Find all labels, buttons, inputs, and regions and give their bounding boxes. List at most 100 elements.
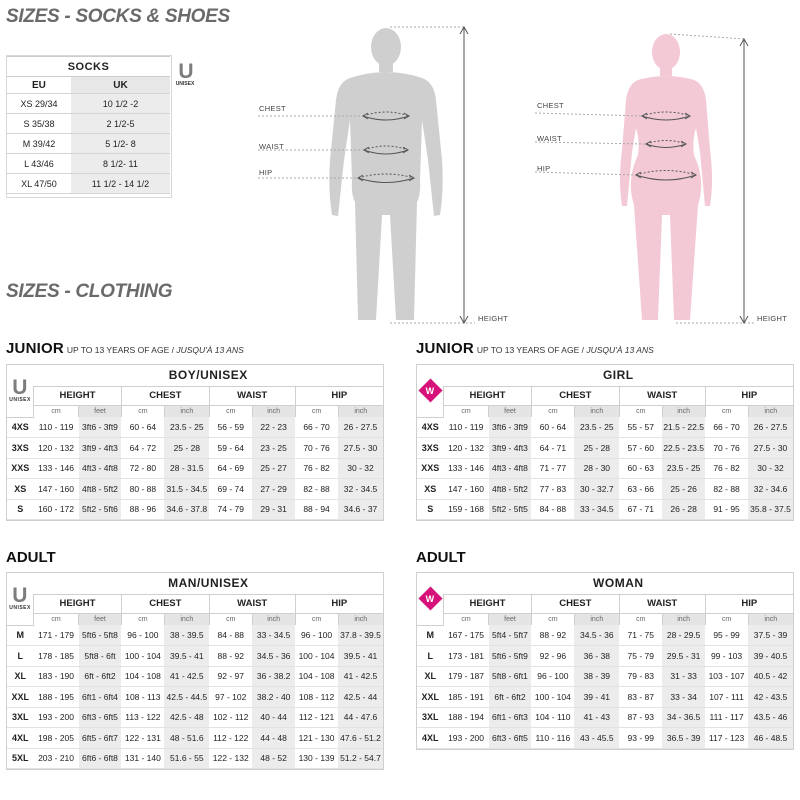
socks-eu-cell: XS 29/34 (7, 93, 71, 114)
size-label-cell: XS (7, 478, 34, 500)
size-value-cell: 38 - 39 (574, 666, 620, 687)
unit-inch: inch (573, 405, 620, 417)
size-value-cell: 30 - 32.7 (574, 478, 620, 500)
size-value-cell: 83 - 87 (619, 686, 663, 708)
size-value-cell: 99 - 103 (705, 645, 748, 667)
size-table: W GIRL HEIGHT CHEST WAIST HIP cm feet cm inch cm in… (417, 365, 793, 520)
size-value-cell: 42.5 - 48 (164, 707, 210, 728)
size-row: M 171 - 179 5ft6 - 5ft8 96 - 100 38 - 39.5 84… (7, 625, 383, 646)
size-value-cell: 23 - 25 (252, 437, 296, 459)
size-row: M 167 - 175 5ft4 - 5ft7 88 - 92 34.5 - 36 71 … (417, 625, 793, 646)
unit-inch: inch (337, 405, 383, 417)
unit-inch: inch (337, 613, 383, 625)
size-value-cell: 32 - 34.5 (338, 478, 383, 500)
size-value-cell: 95 - 99 (705, 625, 748, 646)
table-logo-cell: W (417, 365, 444, 418)
socks-table-frame (6, 55, 172, 198)
junior-heading-left: JUNIOR UP TO 13 YEARS OF AGE / JUSQU'À 13… (6, 340, 244, 357)
size-value-cell: 133 - 146 (33, 458, 79, 479)
size-value-cell: 183 - 190 (33, 666, 79, 687)
size-value-cell: 96 - 100 (295, 625, 338, 646)
size-label-cell: 4XS (7, 417, 34, 438)
size-value-cell: 25 - 28 (164, 437, 210, 459)
size-label-cell: 3XL (7, 707, 34, 728)
size-value-cell: 57 - 60 (619, 437, 663, 459)
size-value-cell: 112 - 122 (209, 727, 253, 749)
unit-cm: cm (704, 405, 748, 417)
socks-row: S 35/38 2 1/2-5 (7, 113, 170, 134)
size-value-cell: 33 - 34.5 (574, 499, 620, 520)
size-value-cell: 173 - 181 (443, 645, 489, 667)
unit-cm: cm (294, 613, 338, 625)
unisex-logo-label: UNISEX (9, 397, 31, 404)
size-label-cell: 5XL (7, 748, 34, 769)
size-value-cell: 32 - 34.6 (748, 478, 793, 500)
col-chest: CHEST (530, 386, 620, 406)
size-value-cell: 66 - 70 (705, 417, 748, 438)
size-value-cell: 28 - 31.5 (164, 458, 210, 479)
size-value-cell: 28 - 29.5 (662, 625, 706, 646)
size-value-cell: 71 - 75 (619, 625, 663, 646)
unit-cm: cm (208, 405, 253, 417)
size-value-cell: 75 - 79 (619, 645, 663, 667)
size-value-cell: 77 - 83 (531, 478, 575, 500)
size-value-cell: 104 - 108 (295, 666, 338, 687)
unit-feet: feet (78, 405, 122, 417)
col-hip: HIP (704, 594, 793, 614)
size-value-cell: 147 - 160 (33, 478, 79, 500)
size-value-cell: 198 - 205 (33, 727, 79, 749)
size-value-cell: 117 - 123 (705, 727, 748, 749)
size-value-cell: 38 - 39.5 (164, 625, 210, 646)
unit-feet: feet (488, 405, 532, 417)
size-value-cell: 82 - 88 (295, 478, 338, 500)
size-value-cell: 33 - 34.5 (252, 625, 296, 646)
col-chest: CHEST (120, 594, 210, 614)
size-value-cell: 33 - 34 (662, 686, 706, 708)
unit-cm: cm (294, 405, 338, 417)
size-value-cell: 104 - 110 (531, 707, 575, 728)
size-value-cell: 31 - 33 (662, 666, 706, 687)
size-value-cell: 22.5 - 23.5 (662, 437, 706, 459)
unit-inch: inch (163, 405, 210, 417)
size-label-cell: XL (7, 666, 34, 687)
table-title: WOMAN (443, 573, 793, 595)
unit-inch: inch (747, 405, 793, 417)
size-label-cell: S (7, 499, 34, 520)
size-value-cell: 188 - 195 (33, 686, 79, 708)
table-logo-cell: U UNISEX (7, 365, 34, 418)
junior-age-fr: JUSQU'À 13 ANS (586, 345, 654, 355)
size-value-cell: 171 - 179 (33, 625, 79, 646)
size-value-cell: 42.5 - 44.5 (164, 686, 210, 708)
female-waist-label: WAIST (537, 134, 562, 143)
size-value-cell: 66 - 70 (295, 417, 338, 438)
size-value-cell: 6ft5 - 6ft7 (78, 727, 122, 749)
size-value-cell: 47.6 - 51.2 (338, 727, 383, 749)
size-value-cell: 74 - 79 (209, 499, 253, 520)
size-value-cell: 92 - 96 (531, 645, 575, 667)
size-value-cell: 120 - 132 (33, 437, 79, 459)
adult-heading-right: ADULT (416, 549, 466, 566)
size-label-cell: S (417, 499, 444, 520)
size-value-cell: 63 - 66 (619, 478, 663, 500)
table-title: BOY/UNISEX (33, 365, 383, 387)
unit-cm: cm (443, 405, 489, 417)
size-value-cell: 112 - 121 (295, 707, 338, 728)
col-hip: HIP (294, 594, 383, 614)
size-value-cell: 48 - 51.6 (164, 727, 210, 749)
size-value-cell: 178 - 185 (33, 645, 79, 667)
size-value-cell: 167 - 175 (443, 625, 489, 646)
female-chest-label: CHEST (537, 101, 564, 110)
size-value-cell: 100 - 104 (295, 645, 338, 667)
size-table: W WOMAN HEIGHT CHEST WAIST HIP cm feet cm inch cm i… (417, 573, 793, 749)
size-value-cell: 64 - 69 (209, 458, 253, 479)
junior-label: JUNIOR (6, 340, 64, 357)
col-height: HEIGHT (443, 594, 532, 614)
socks-uk-cell: 11 1/2 - 14 1/2 (70, 173, 170, 194)
size-value-cell: 88 - 92 (209, 645, 253, 667)
female-body-figure (534, 33, 756, 325)
size-value-cell: 69 - 74 (209, 478, 253, 500)
size-value-cell: 3ft6 - 3ft9 (78, 417, 122, 438)
socks-eu-cell: S 35/38 (7, 113, 71, 134)
unisex-logo-label: UNISEX (175, 81, 195, 87)
socks-uk-cell: 10 1/2 -2 (70, 93, 170, 114)
